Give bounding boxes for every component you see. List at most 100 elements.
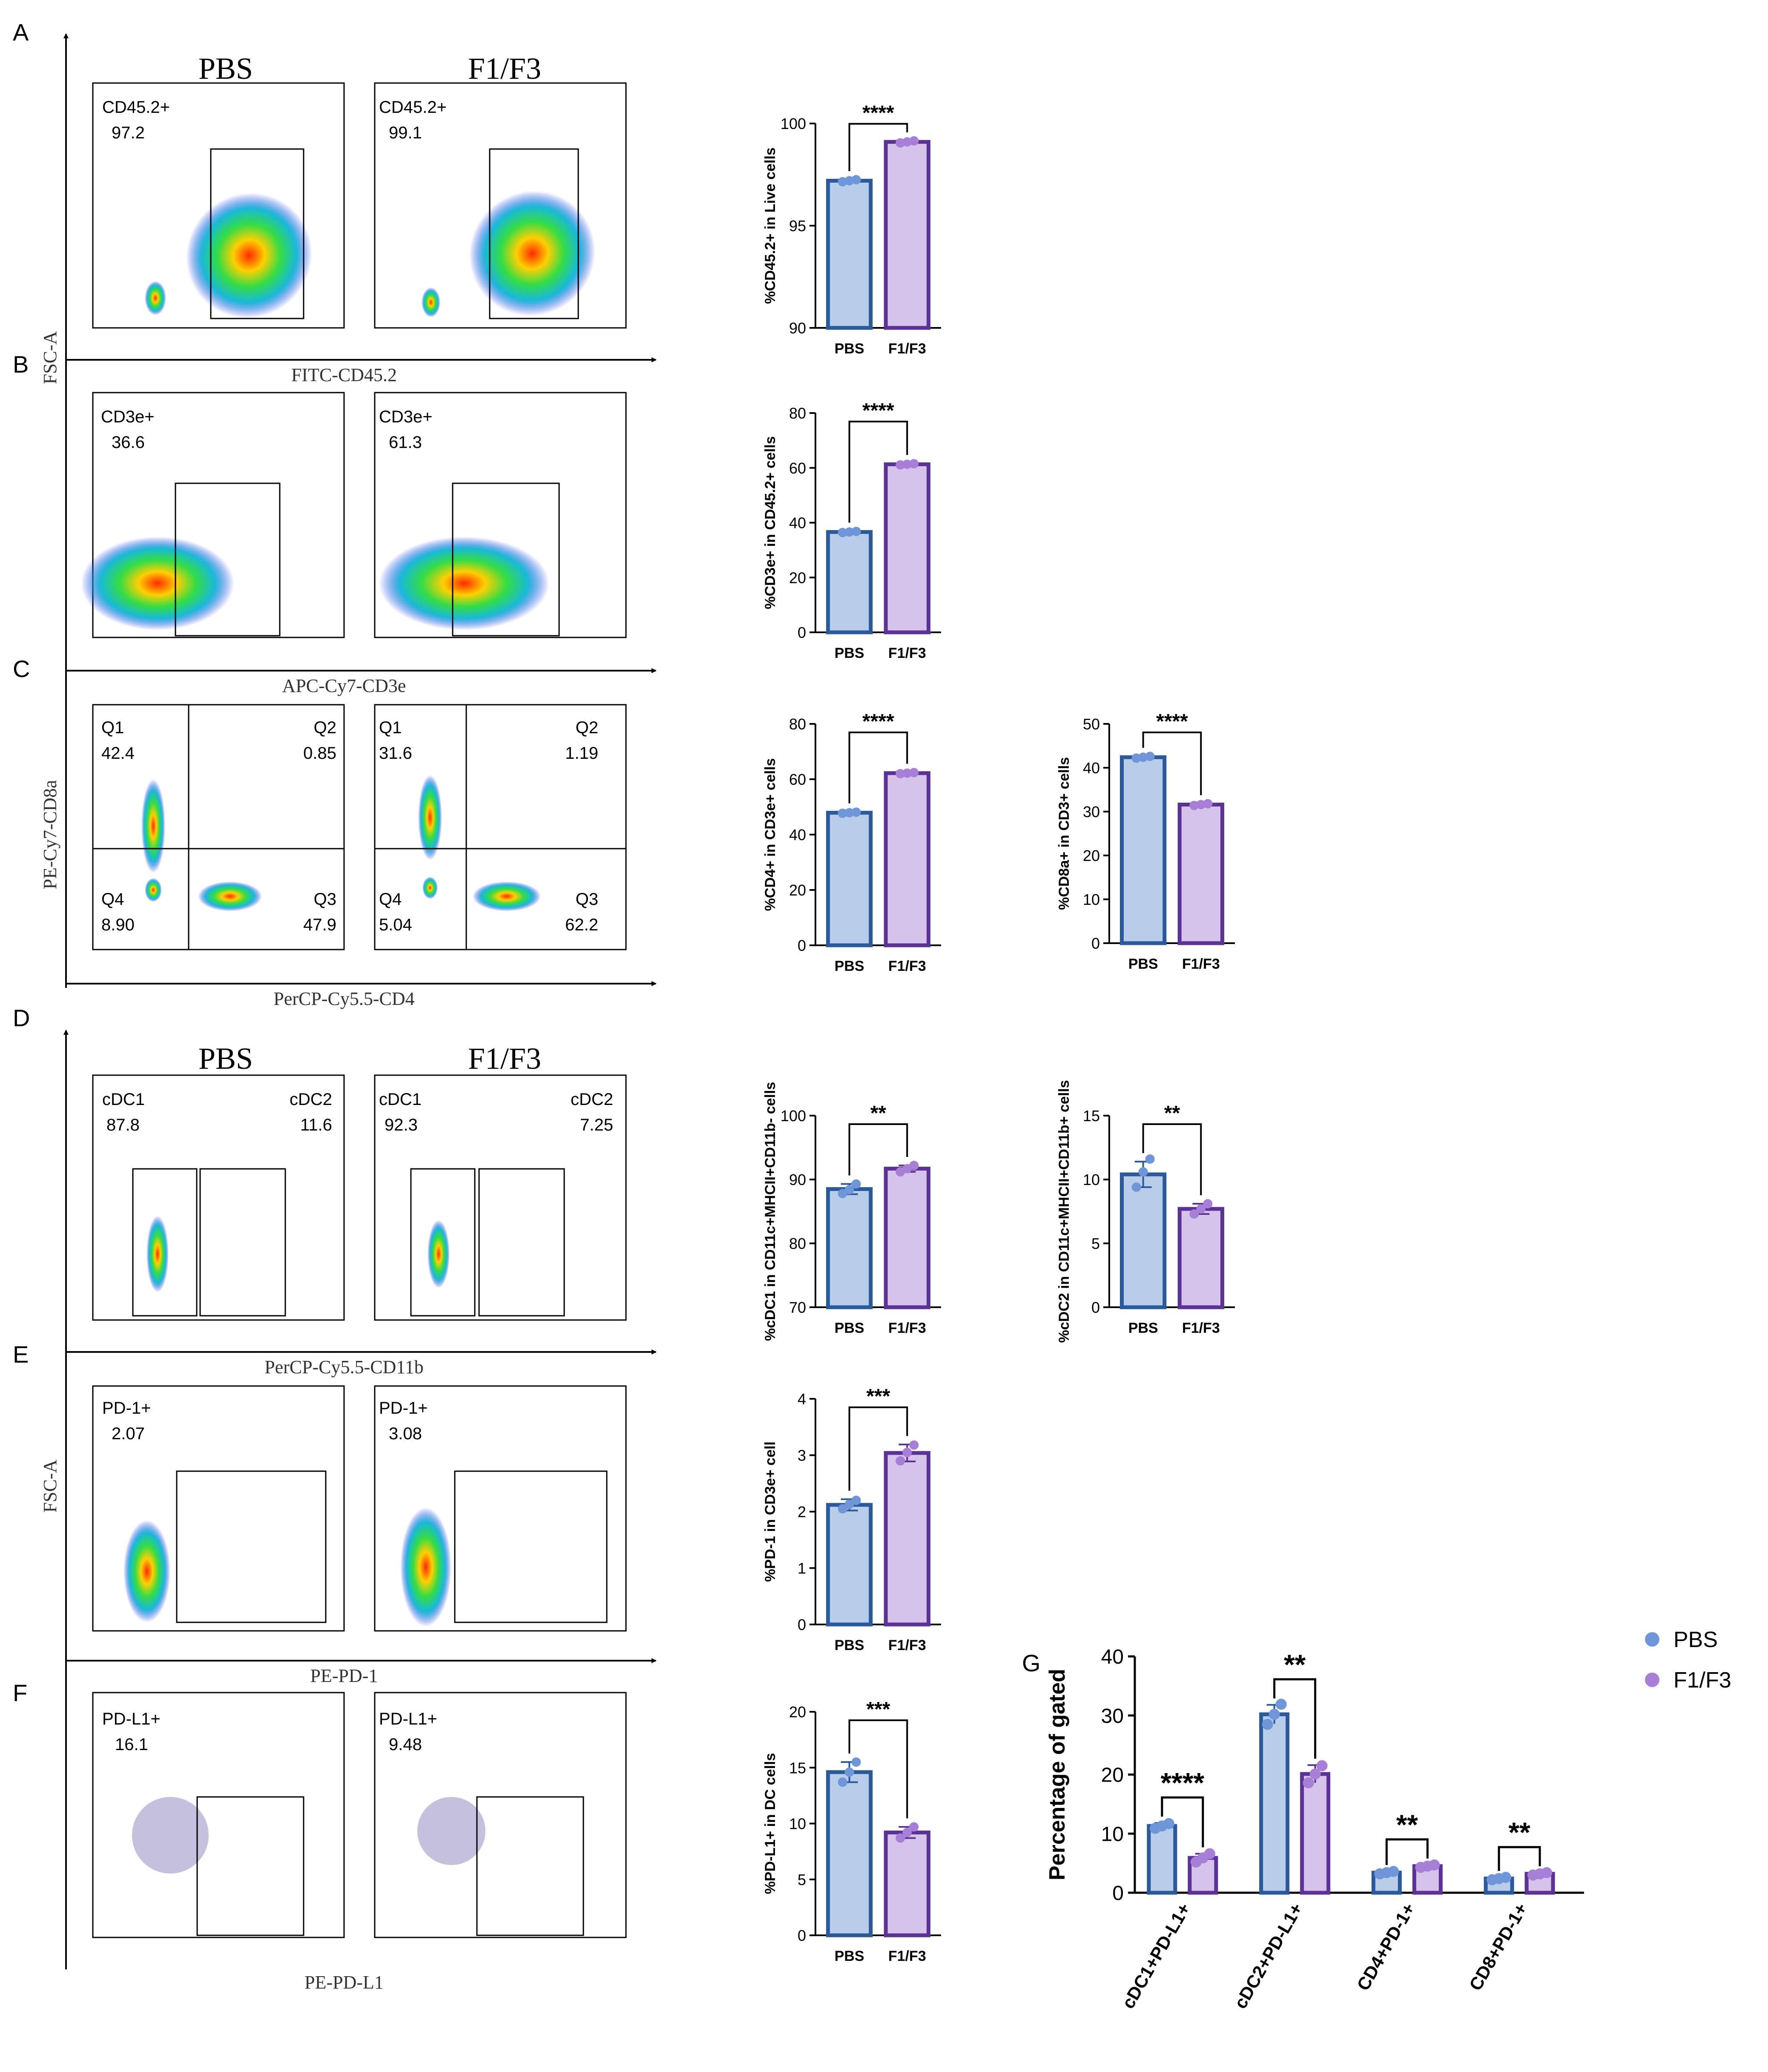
y-axis-title: %cDC1 in CD11c+MHCII+CD11b- cells [762,1082,778,1341]
data-point [1275,1699,1287,1710]
bar-pbs [1120,1172,1167,1309]
significance-label: ** [1284,1649,1306,1680]
data-point [1262,1719,1273,1730]
bar-pbs [826,1503,873,1627]
flow-c-f1f3-q1v: 31.6 [379,744,412,763]
data-point [902,459,912,469]
y-tick-label: 40 [789,826,806,844]
significance-label: **** [862,399,894,422]
axis-pe-cy7-cd8a: PE-Cy7-CD8a [40,780,60,890]
data-point [851,527,861,537]
y-tick-label: 30 [1101,1705,1124,1728]
significance-bracket [848,123,908,171]
data-point [851,1179,861,1189]
data-point [844,808,854,818]
y-tick-label: 10 [1083,1171,1100,1188]
flow-d-f1f3-l1: cDC1 [379,1090,422,1109]
flow-a-pbs-value: 97.2 [112,123,145,142]
y-axis-title: %CD3e+ in CD45.2+ cells [762,436,778,609]
data-point [851,1757,861,1767]
flow-c-pbs-q4: Q4 [101,890,124,909]
flow-c-pbs-q1: Q1 [101,718,124,737]
panel-label-b: B [13,351,29,378]
data-point [1541,1867,1553,1878]
header-f1f3-top: F1/F3 [468,52,541,86]
data-point [1303,1777,1314,1788]
x-tick-label: F1/F3 [888,1637,926,1653]
y-tick-label: 5 [1091,1235,1100,1252]
data-point [1138,752,1148,762]
data-point [902,1828,912,1837]
flow-c-pbs-q3: Q3 [314,890,336,909]
flow-c-pbs-q4v: 8.90 [101,915,135,934]
y-tick-label: 40 [789,514,806,532]
flow-f-pbs-value: 16.1 [115,1735,148,1754]
data-point [909,1440,919,1450]
data-point [902,1447,912,1457]
chart-d1: 70 80 90 100%cDC1 in CD11c+MHCII+CD11b- cel… [762,1082,941,1341]
flow-c-pbs-q1v: 42.4 [101,744,135,763]
y-tick-label: 70 [789,1299,806,1316]
data-point [1388,1866,1399,1877]
data-point [909,1822,919,1832]
significance-bracket [1161,1796,1204,1848]
flow-d-pbs-l1: cDC1 [102,1090,145,1109]
y-tick-label: 20 [1083,847,1100,864]
flow-d-pbs-l2: cDC2 [290,1090,332,1109]
x-tick-label: F1/F3 [888,958,926,974]
data-point [1138,1167,1148,1177]
data-point [838,1777,847,1787]
flow-d-f1f3-v2: 7.25 [580,1116,613,1134]
significance-bracket [1142,732,1202,795]
flow-f-pbs: PD-L1+ 16.1 [92,1692,345,1938]
data-point [1131,1182,1141,1192]
bar-f1-f3 [884,462,930,634]
y-tick-label: 100 [781,1107,806,1125]
data-point [1203,1199,1213,1208]
flow-b-pbs-value: 36.6 [112,433,145,452]
legend-marker [1645,1673,1659,1687]
panel-label-a: A [13,19,29,46]
x-tick-label: F1/F3 [888,645,926,661]
data-point [851,807,861,817]
y-tick-label: 50 [1083,715,1100,733]
y-tick-label: 15 [1083,1107,1100,1125]
axis-percp-cd4: PerCP-Cy5.5-CD4 [273,988,414,1009]
y-tick-label: 0 [798,937,806,954]
y-axis-title: %PD-L1+ in DC cells [762,1753,778,1894]
flow-c-pbs-q2: Q2 [314,718,336,737]
flow-a-pbs-label: CD45.2+ [102,98,170,117]
chart-d2: 0 5 10 15 %cDC2 in CD11c+MHCII+CD11b+ cells P… [1056,1080,1235,1343]
y-tick-label: 0 [798,1616,806,1633]
chart-a: 90 95 100%CD45.2+ in Live cells PBS F1/F3 ***… [762,102,941,357]
data-point [1203,799,1213,809]
significance-label: **** [862,710,894,733]
y-tick-label: 0 [798,624,806,641]
data-point [1189,801,1199,810]
significance-label: ** [1164,1102,1180,1125]
data-point [844,1185,854,1194]
y-tick-label: 80 [789,1235,806,1252]
significance-bracket [848,421,908,523]
legend-label: PBS [1673,1627,1718,1652]
x-tick-label: F1/F3 [888,1948,926,1964]
bar-f1-f3 [884,771,930,947]
significance-label: *** [866,1698,890,1721]
flow-b-f1f3-value: 61.3 [389,433,422,452]
y-tick-label: 20 [789,1703,806,1721]
axis-pe-pdl1: PE-PD-L1 [304,1972,384,1993]
flow-a-f1f3: CD45.2+ 99.1 [374,82,627,329]
data-point [1204,1848,1215,1860]
bar-f1-f3 [1300,1772,1331,1895]
x-tick-label: F1/F3 [1182,956,1220,972]
flow-d-f1f3-l2: cDC2 [571,1090,613,1109]
y-axis-title: %PD-1 in CD3e+ cell [762,1441,778,1582]
flow-b-f1f3: CD3e+ 61.3 [374,392,627,638]
flow-f-f1f3-label: PD-L1+ [379,1710,437,1728]
flow-b-f1f3-label: CD3e+ [379,408,433,426]
significance-label: **** [1161,1767,1205,1798]
x-tick-label: PBS [1128,1320,1158,1336]
data-point [1196,800,1206,809]
